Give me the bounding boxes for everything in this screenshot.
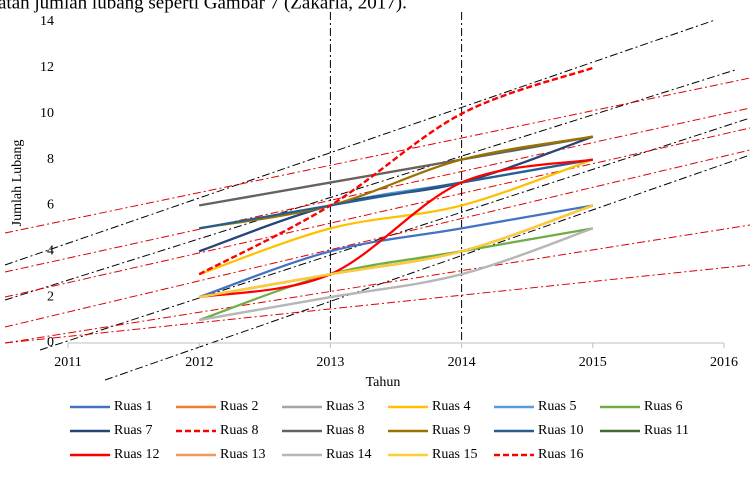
series-line <box>198 66 594 276</box>
trend-line <box>4 127 750 298</box>
y-tick-label: 12 <box>40 60 54 75</box>
y-tick-label: 6 <box>47 198 54 213</box>
legend-label: Ruas 15 <box>432 447 478 462</box>
trend-line <box>4 149 750 328</box>
series-line <box>198 204 593 299</box>
y-axis-label: Jumlah Lubang <box>10 140 25 227</box>
x-tick-label: 2011 <box>54 355 81 370</box>
legend-label: Ruas 14 <box>326 447 372 462</box>
y-tick-label: 14 <box>40 14 54 29</box>
x-tick-label: 2015 <box>579 355 607 370</box>
legend-label: Ruas 13 <box>220 447 266 462</box>
legend-label: Ruas 1 <box>114 399 153 414</box>
series-line <box>198 227 593 322</box>
series-line <box>199 135 593 207</box>
y-tick-label: 8 <box>47 152 54 167</box>
legend-label: Ruas 11 <box>644 423 689 438</box>
series-line <box>199 204 594 299</box>
legend-label: Ruas 8 <box>326 423 365 438</box>
series-line <box>199 135 593 230</box>
legend-label: Ruas 6 <box>644 399 683 414</box>
legend-label: Ruas 7 <box>114 423 153 438</box>
legend-label: Ruas 2 <box>220 399 259 414</box>
legend-label: Ruas 9 <box>432 423 471 438</box>
legend-label: Ruas 4 <box>432 399 471 414</box>
x-tick-label: 2012 <box>185 355 213 370</box>
legend-label: Ruas 16 <box>538 447 584 462</box>
x-tick-label: 2014 <box>448 355 476 370</box>
legend-label: Ruas 10 <box>538 423 584 438</box>
series-line <box>199 227 594 322</box>
y-tick-label: 4 <box>47 244 54 259</box>
y-tick-label: 10 <box>40 106 54 121</box>
trend-line <box>4 224 750 344</box>
series-line <box>198 158 594 276</box>
x-axis-label: Tahun <box>366 375 401 390</box>
header-text: atan jumlah lubang seperti Gambar 7 (Zak… <box>0 0 407 13</box>
y-tick-label: 2 <box>47 289 54 304</box>
legend-label: Ruas 12 <box>114 447 160 462</box>
trend-line <box>4 19 716 266</box>
trend-line <box>4 77 750 234</box>
x-tick-label: 2016 <box>710 355 738 370</box>
trend-line <box>4 107 750 273</box>
y-tick-label: 0 <box>47 335 54 350</box>
trend-lines <box>4 19 750 381</box>
legend-label: Ruas 3 <box>326 399 365 414</box>
series-line <box>199 158 593 299</box>
legend-label: Ruas 5 <box>538 399 577 414</box>
series-line <box>199 158 593 230</box>
legend-label: Ruas 8 <box>220 423 259 438</box>
trend-line <box>4 264 750 344</box>
x-tick-label: 2013 <box>316 355 344 370</box>
